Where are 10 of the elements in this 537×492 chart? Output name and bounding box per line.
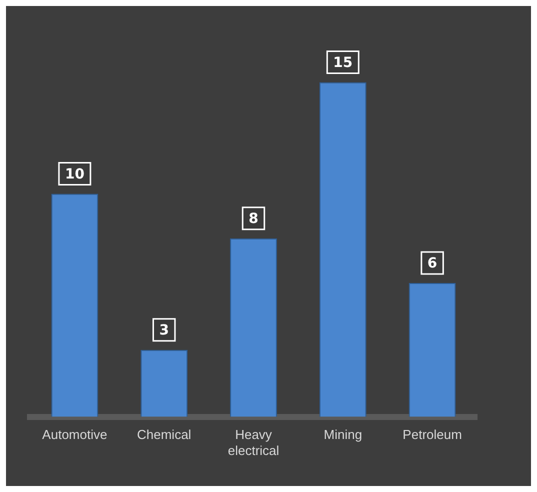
x-tick-label: Heavy electrical	[228, 427, 280, 458]
x-tick-label: Automotive	[42, 427, 108, 442]
data-label: 3	[159, 322, 169, 339]
data-label: 8	[248, 211, 258, 228]
x-tick-label: Mining	[324, 427, 362, 442]
data-label: 15	[333, 54, 353, 71]
data-label: 6	[427, 256, 438, 272]
data-label: 10	[64, 166, 85, 182]
x-tick-label: Petroleum	[402, 427, 462, 442]
x-tick-label: Chemical	[137, 427, 192, 442]
